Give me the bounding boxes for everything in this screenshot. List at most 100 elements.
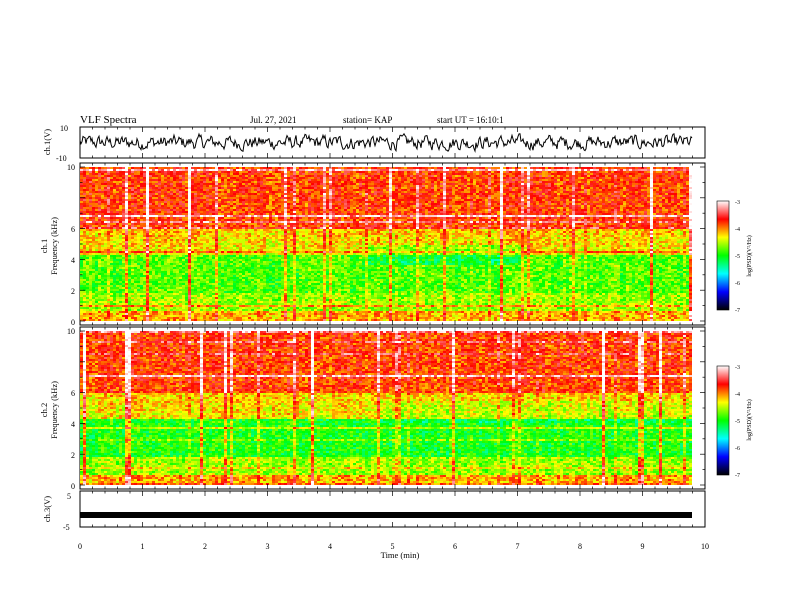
spectrogram-cell xyxy=(191,215,194,217)
spectrogram-cell xyxy=(266,291,269,293)
spectrogram-cell xyxy=(197,171,200,173)
spectrogram-cell xyxy=(80,185,83,187)
spectrogram-cell xyxy=(113,275,116,277)
spectrogram-cell xyxy=(254,177,257,179)
spectrogram-cell xyxy=(215,213,218,215)
spectrogram-cell xyxy=(146,261,149,263)
spectrogram-cell xyxy=(236,221,239,223)
spectrogram-cell xyxy=(170,243,173,245)
spectrogram-cell xyxy=(140,237,143,239)
spectrogram-cell xyxy=(155,319,158,321)
spectrogram-cell xyxy=(221,307,224,309)
spectrogram-cell xyxy=(257,265,260,267)
spectrogram-cell xyxy=(224,277,227,279)
spectrogram-cell xyxy=(233,313,236,315)
spectrogram-cell xyxy=(104,179,107,181)
spectrogram-cell xyxy=(230,245,233,247)
spectrogram-cell xyxy=(230,177,233,179)
spectrogram-cell xyxy=(185,181,188,183)
spectrogram-cell xyxy=(197,223,200,225)
spectrogram-cell xyxy=(206,289,209,291)
spectrogram-cell xyxy=(113,225,116,227)
spectrogram-cell xyxy=(158,181,161,183)
spectrogram-cell xyxy=(227,275,230,277)
spectrogram-cell xyxy=(80,187,83,189)
spectrogram-cell xyxy=(119,251,122,253)
spectrogram-cell xyxy=(173,253,176,255)
spectrogram-cell xyxy=(257,255,260,257)
spectrogram-cell xyxy=(137,309,140,311)
spectrogram-cell xyxy=(125,219,128,221)
spectrogram-cell xyxy=(155,175,158,177)
spectrogram-cell xyxy=(137,219,140,221)
spectrogram-cell xyxy=(107,257,110,259)
spectrogram-cell xyxy=(242,217,245,219)
spectrogram-cell xyxy=(239,213,242,215)
spectrogram-cell xyxy=(143,213,146,215)
spectrogram-cell xyxy=(233,281,236,283)
spectrogram-cell xyxy=(155,275,158,277)
spectrogram-cell xyxy=(212,181,215,183)
spectrogram-cell xyxy=(83,187,86,189)
spectrogram-cell xyxy=(170,191,173,193)
spectrogram-cell xyxy=(113,303,116,305)
spectrogram-cell xyxy=(185,191,188,193)
spectrogram-cell xyxy=(224,171,227,173)
spectrogram-cell xyxy=(152,309,155,311)
spectrogram-cell xyxy=(92,277,95,279)
spectrogram-cell xyxy=(266,259,269,261)
spectrogram-cell xyxy=(158,189,161,191)
spectrogram-cell xyxy=(164,291,167,293)
spectrogram-cell xyxy=(206,221,209,223)
spectrogram-cell xyxy=(206,311,209,313)
spectrogram-cell xyxy=(227,251,230,253)
spectrogram-cell xyxy=(203,243,206,245)
spectrogram-cell xyxy=(116,235,119,237)
spectrogram-cell xyxy=(146,239,149,241)
spectrogram-cell xyxy=(83,265,86,267)
spectrogram-cell xyxy=(107,185,110,187)
spectrogram-cell xyxy=(80,237,83,239)
spectrogram-cell xyxy=(218,257,221,259)
spectrogram-cell xyxy=(80,205,83,207)
spectrogram-cell xyxy=(218,315,221,317)
spectrogram-cell xyxy=(104,181,107,183)
spectrogram-cell xyxy=(104,277,107,279)
spectrogram-cell xyxy=(128,287,131,289)
spectrogram-cell xyxy=(257,181,260,183)
spectrogram-cell xyxy=(173,311,176,313)
spectrogram-cell xyxy=(254,285,257,287)
spectrogram-cell xyxy=(245,175,248,177)
spectrogram-cell xyxy=(221,273,224,275)
spectrogram-cell xyxy=(155,191,158,193)
spectrogram-cell xyxy=(167,215,170,217)
spectrogram-cell xyxy=(86,301,89,303)
spectrogram-cell xyxy=(242,273,245,275)
spectrogram-cell xyxy=(212,187,215,189)
spectrogram-cell xyxy=(167,317,170,319)
spectrogram-cell xyxy=(245,189,248,191)
spectrogram-cell xyxy=(83,269,86,271)
spectrogram-cell xyxy=(248,269,251,271)
spectrogram-cell xyxy=(191,251,194,253)
spectrogram-cell xyxy=(176,285,179,287)
spectrogram-cell xyxy=(203,261,206,263)
spectrogram-cell xyxy=(263,167,266,169)
spectrogram-cell xyxy=(254,215,257,217)
spectrogram-cell xyxy=(131,207,134,209)
spectrogram-cell xyxy=(119,305,122,307)
spectrogram-cell xyxy=(236,217,239,219)
spectrogram-cell xyxy=(161,269,164,271)
spectrogram-cell xyxy=(119,263,122,265)
spectrogram-cell xyxy=(248,173,251,175)
spectrogram-cell xyxy=(89,297,92,299)
spectrogram-cell xyxy=(158,283,161,285)
spectrogram-cell xyxy=(191,183,194,185)
spectrogram-cell xyxy=(215,299,218,301)
spectrogram-cell xyxy=(188,281,191,283)
spectrogram-cell xyxy=(245,183,248,185)
spectrogram-cell xyxy=(119,269,122,271)
spectrogram-cell xyxy=(218,199,221,201)
spectrogram-cell xyxy=(173,287,176,289)
spectrogram-cell xyxy=(188,175,191,177)
